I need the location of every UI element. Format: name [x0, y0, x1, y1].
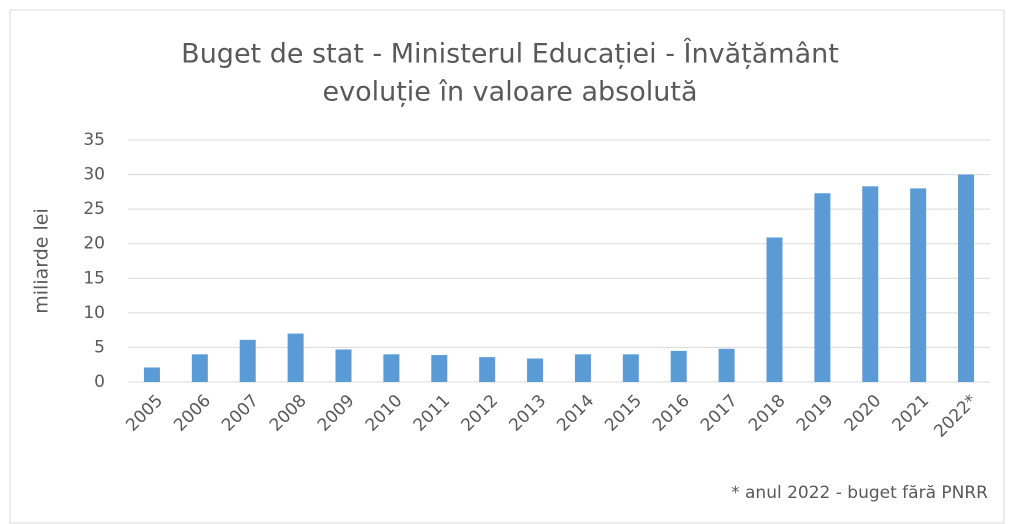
bar — [191, 354, 208, 382]
x-tick-label: 2008 — [266, 391, 311, 436]
bar — [574, 354, 591, 382]
y-tick-label: 15 — [83, 268, 105, 288]
x-tick-label: 2005 — [122, 391, 167, 436]
y-tick-label: 30 — [83, 165, 105, 185]
y-tick-label: 20 — [83, 234, 105, 254]
bar — [718, 348, 735, 382]
bar — [335, 349, 352, 382]
x-tick-label: 2010 — [362, 391, 407, 436]
x-tick-label: 2020 — [841, 391, 886, 436]
bar — [766, 237, 783, 382]
x-tick-label: 2021 — [889, 391, 934, 436]
footnote: * anul 2022 - buget fără PNRR — [731, 483, 988, 503]
bar — [287, 333, 304, 382]
x-tick-label: 2018 — [745, 391, 790, 436]
bar — [479, 357, 496, 382]
x-tick-label: 2009 — [314, 391, 359, 436]
bar — [239, 339, 256, 382]
x-tick-label: 2006 — [170, 391, 215, 436]
y-tick-label: 35 — [83, 130, 105, 150]
bar — [431, 355, 448, 382]
bar — [622, 354, 639, 382]
bar — [670, 350, 687, 382]
x-tick-label: 2014 — [553, 391, 598, 436]
y-tick-label: 5 — [94, 337, 105, 357]
chart-title: Buget de stat - Ministerul Educației - Î… — [181, 38, 839, 70]
x-tick-label: 2015 — [601, 391, 646, 436]
bar — [143, 367, 160, 382]
y-tick-label: 25 — [83, 199, 105, 219]
x-tick-label: 2011 — [410, 391, 455, 436]
x-tick-label: 2022* — [930, 391, 981, 442]
chart-title: evoluție în valoare absolută — [322, 77, 697, 108]
bar — [910, 188, 927, 382]
x-tick-label: 2013 — [505, 391, 550, 436]
bar — [862, 186, 879, 382]
y-tick-label: 0 — [94, 372, 105, 392]
bar — [383, 354, 400, 382]
x-tick-label: 2017 — [697, 391, 742, 436]
x-tick-label: 2019 — [793, 391, 838, 436]
bar — [527, 358, 544, 382]
bar — [814, 193, 831, 382]
chart-frame — [9, 9, 1005, 524]
y-tick-label: 10 — [83, 303, 105, 323]
x-tick-label: 2007 — [218, 391, 263, 436]
y-axis-label: miliarde lei — [31, 208, 53, 314]
x-tick-label: 2016 — [649, 391, 694, 436]
bar — [958, 174, 975, 382]
x-tick-label: 2012 — [458, 391, 503, 436]
